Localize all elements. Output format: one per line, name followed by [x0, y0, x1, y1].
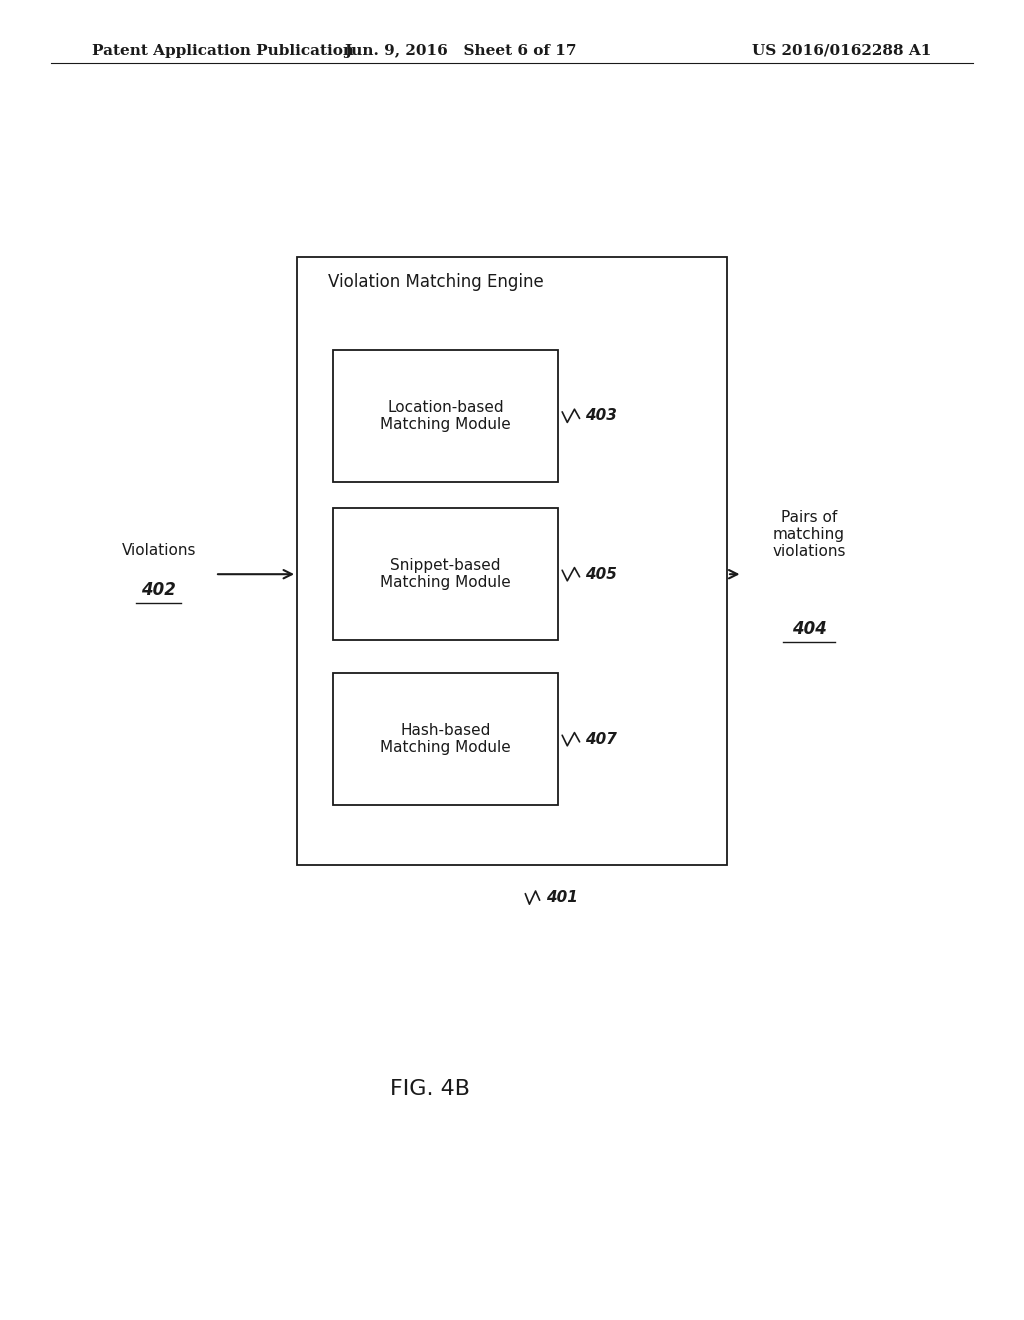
FancyBboxPatch shape	[333, 673, 558, 805]
Text: 403: 403	[585, 408, 616, 424]
Text: 407: 407	[585, 731, 616, 747]
Text: Violation Matching Engine: Violation Matching Engine	[328, 273, 544, 292]
Text: Violations: Violations	[122, 543, 196, 558]
Text: Snippet-based
Matching Module: Snippet-based Matching Module	[380, 558, 511, 590]
Text: Pairs of
matching
violations: Pairs of matching violations	[772, 510, 846, 560]
Text: Patent Application Publication: Patent Application Publication	[92, 44, 354, 58]
FancyBboxPatch shape	[297, 257, 727, 865]
Text: 402: 402	[141, 581, 176, 599]
Text: 401: 401	[546, 890, 578, 906]
Text: Hash-based
Matching Module: Hash-based Matching Module	[380, 723, 511, 755]
Text: 404: 404	[792, 620, 826, 639]
Text: 405: 405	[585, 566, 616, 582]
Text: US 2016/0162288 A1: US 2016/0162288 A1	[753, 44, 932, 58]
FancyBboxPatch shape	[333, 350, 558, 482]
Text: FIG. 4B: FIG. 4B	[390, 1078, 470, 1100]
FancyBboxPatch shape	[333, 508, 558, 640]
Text: Jun. 9, 2016   Sheet 6 of 17: Jun. 9, 2016 Sheet 6 of 17	[344, 44, 578, 58]
Text: Location-based
Matching Module: Location-based Matching Module	[380, 400, 511, 432]
